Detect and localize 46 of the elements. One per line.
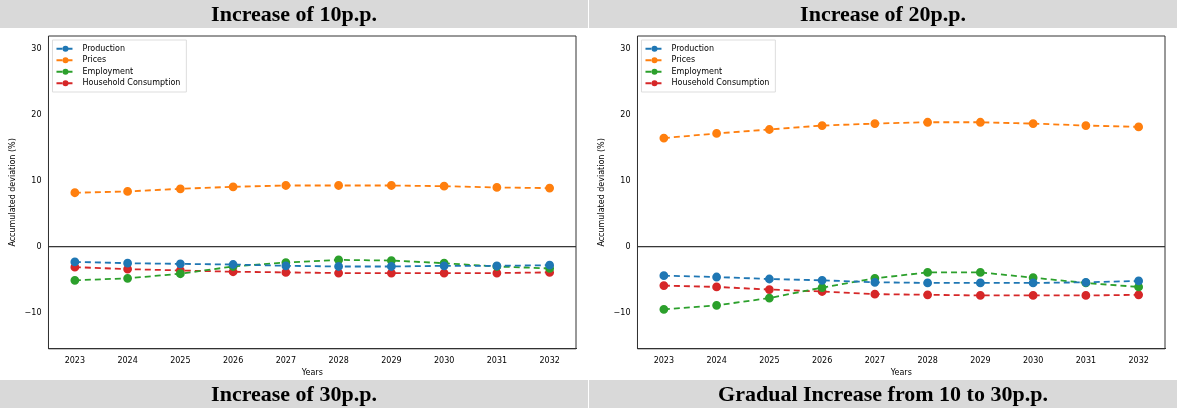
x-tick-label: 2028 [917, 355, 938, 365]
chart-title: Increase of 20p.p. [589, 0, 1177, 28]
legend-label: Employment [671, 66, 723, 76]
x-tick-label: 2026 [811, 355, 833, 365]
y-tick-label: 30 [620, 44, 631, 54]
x-tick-label: 2023 [653, 355, 675, 365]
x-tick-label: 2030 [433, 355, 455, 365]
y-tick-label: 10 [31, 175, 42, 185]
x-tick-label: 2024 [117, 355, 138, 365]
x-tick-label: 2031 [486, 355, 508, 365]
x-tick-label: 2028 [328, 355, 349, 365]
x-tick-label: 2030 [1022, 355, 1044, 365]
x-tick-label: 2029 [970, 355, 991, 365]
x-tick-label: 2032 [1128, 355, 1149, 365]
x-axis-title: Years [889, 368, 912, 378]
legend-label: Employment [82, 66, 134, 76]
y-axis-title: Accumulated deviation (%) [596, 138, 606, 247]
y-tick-label: 0 [625, 241, 631, 251]
x-tick-label: 2032 [539, 355, 560, 365]
y-tick-label: 20 [620, 110, 631, 120]
x-tick-label: 2027 [275, 355, 297, 365]
text: Increase of 30p.p. [0, 380, 588, 408]
x-tick-label: 2031 [1075, 355, 1097, 365]
y-axis-title: Accumulated deviation (%) [7, 138, 17, 247]
x-axis-title: Years [300, 368, 323, 378]
x-tick-label: 2026 [222, 355, 244, 365]
x-tick-label: 2025 [759, 355, 780, 365]
legend-label: Household Consumption [671, 78, 770, 88]
text: Gradual Increase from 10 to 30p.p. [589, 380, 1177, 408]
legend-label: Household Consumption [82, 78, 181, 88]
x-tick-label: 2024 [706, 355, 727, 365]
x-tick-label: 2029 [381, 355, 402, 365]
y-tick-label: 0 [36, 241, 42, 251]
legend-label: Production [671, 43, 715, 53]
y-tick-label: −10 [613, 307, 631, 317]
legend-label: Production [82, 43, 126, 53]
y-tick-label: 20 [31, 110, 42, 120]
x-tick-label: 2023 [64, 355, 86, 365]
y-tick-label: 30 [31, 44, 42, 54]
x-tick-label: 2025 [170, 355, 191, 365]
y-tick-label: −10 [24, 307, 42, 317]
legend-label: Prices [82, 55, 107, 65]
legend-label: Prices [671, 55, 696, 65]
chart-title: Increase of 10p.p. [0, 0, 588, 28]
y-tick-label: 10 [620, 175, 631, 185]
x-tick-label: 2027 [864, 355, 886, 365]
